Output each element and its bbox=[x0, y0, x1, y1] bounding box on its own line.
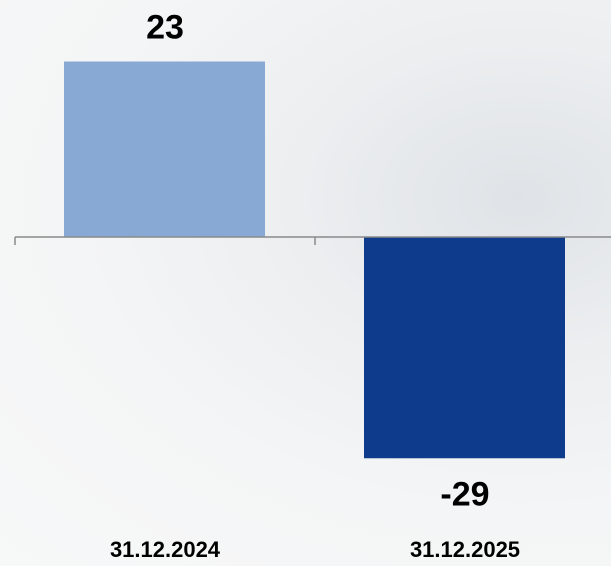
bar bbox=[364, 237, 565, 458]
value-label: 23 bbox=[146, 8, 184, 46]
x-tick-label: 31.12.2025 bbox=[410, 537, 520, 562]
x-tick-label: 31.12.2024 bbox=[110, 537, 221, 562]
bar bbox=[64, 62, 265, 237]
chart: 31.12.2025 -29 31.12.2024 23 bbox=[0, 0, 611, 566]
value-label: -29 bbox=[440, 475, 489, 513]
